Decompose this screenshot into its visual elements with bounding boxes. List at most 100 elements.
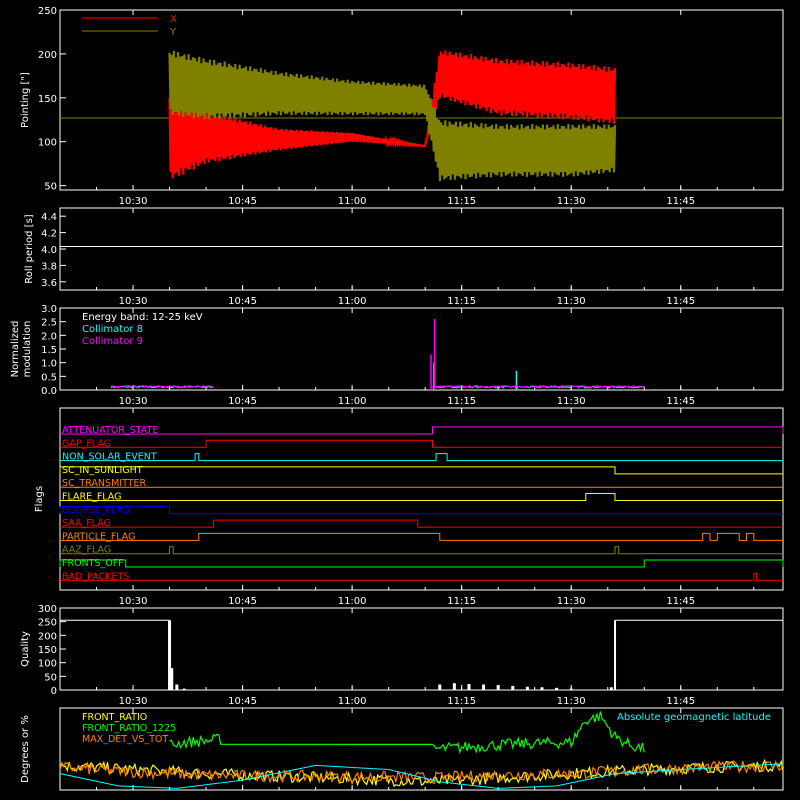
ratios-series-2 bbox=[59, 759, 784, 785]
pointing-series-x bbox=[168, 50, 617, 179]
roll-y-tick-label: 4.0 bbox=[41, 245, 57, 256]
pointing-y-label: Pointing ["] bbox=[20, 72, 31, 128]
ratios-series-1 bbox=[169, 711, 645, 755]
roll-x-tick-label: 11:45 bbox=[666, 296, 695, 307]
pointing-legend-label: X bbox=[170, 14, 177, 25]
ratios-frame bbox=[59, 707, 784, 791]
pointing-x-tick-label: 11:30 bbox=[557, 196, 586, 207]
quality-x-tick-label: 10:30 bbox=[119, 696, 148, 707]
quality-x-tick-label: 11:15 bbox=[447, 696, 476, 707]
flag-label-particle-flag: PARTICLE_FLAG bbox=[62, 531, 135, 542]
flags-x-tick-label: 11:00 bbox=[338, 596, 367, 607]
ratios-y-label: Degrees or % bbox=[20, 715, 31, 783]
flag-label-sc-in-sunlight: SC_IN_SUNLIGHT bbox=[62, 465, 143, 476]
modulation-series-1-segment bbox=[110, 385, 214, 388]
roll-x-tick-label: 10:45 bbox=[228, 296, 257, 307]
modulation-y-tick-label: 0.5 bbox=[41, 372, 57, 383]
flag-trace-gap-flag bbox=[60, 439, 783, 448]
quality-y-tick-label: 150 bbox=[38, 645, 57, 656]
roll-x-tick-label: 11:00 bbox=[338, 296, 367, 307]
modulation-x-tick-label: 10:30 bbox=[119, 396, 148, 407]
quality-y-tick-label: 50 bbox=[44, 672, 57, 683]
flag-label-aaz-flag: AAZ_FLAG bbox=[62, 545, 111, 556]
flag-label-saa-flag: SAA_FLAG bbox=[62, 518, 111, 529]
modulation-x-tick-label: 10:45 bbox=[228, 396, 257, 407]
pointing-frame bbox=[59, 9, 784, 191]
modulation-x-tick-label: 11:15 bbox=[447, 396, 476, 407]
ratios-series-3 bbox=[59, 763, 784, 789]
modulation-x-tick-label: 11:45 bbox=[666, 396, 695, 407]
pointing-y-tick-label: 150 bbox=[38, 94, 57, 105]
flag-label-gap-flag: GAP_FLAG bbox=[62, 438, 111, 449]
roll-frame bbox=[59, 207, 784, 291]
quality-y-tick-label: 200 bbox=[38, 631, 57, 642]
modulation-y-tick-label: 2.0 bbox=[41, 331, 57, 342]
roll-y-tick-label: 4.2 bbox=[41, 229, 57, 240]
quality-y-tick-label: 100 bbox=[38, 659, 57, 670]
pointing-y-tick-label: 200 bbox=[38, 50, 57, 61]
flags-x-tick-label: 10:45 bbox=[228, 596, 257, 607]
flag-trace-saa-flag bbox=[60, 519, 783, 528]
roll-x-tick-label: 10:30 bbox=[119, 296, 148, 307]
roll-y-tick-label: 4.4 bbox=[41, 212, 57, 223]
roll-x-tick-label: 11:30 bbox=[557, 296, 586, 307]
modulation-legend-title: Energy band: 12-25 keV bbox=[82, 312, 203, 323]
modulation-series-0-segment bbox=[110, 385, 214, 389]
quality-y-label: Quality bbox=[20, 631, 31, 667]
modulation-x-tick-label: 11:30 bbox=[557, 396, 586, 407]
quality-x-tick-label: 10:45 bbox=[228, 696, 257, 707]
ratios-legend-label: MAX_DET_VS_TOT bbox=[82, 734, 168, 745]
modulation-legend-label: Collimator 8 bbox=[82, 324, 143, 335]
pointing-y-tick-label: 250 bbox=[38, 6, 57, 17]
flag-label-sc-transmitter: SC_TRANSMITTER bbox=[62, 478, 147, 489]
modulation-y-label-line1: Normalized bbox=[10, 321, 21, 378]
flag-label-fronts-off: FRONTS_OFF bbox=[62, 558, 124, 569]
modulation-y-label-line2: modulation bbox=[22, 321, 33, 378]
pointing-series-y bbox=[168, 50, 617, 182]
flags-x-tick-label: 10:30 bbox=[119, 596, 148, 607]
flag-trace-sc-in-sunlight bbox=[59, 466, 783, 475]
pointing-legend-label: Y bbox=[169, 27, 177, 38]
modulation-y-tick-label: 3.0 bbox=[41, 304, 57, 315]
roll-y-label: Roll period [s] bbox=[24, 214, 35, 283]
flag-label-bad-packets: BAD_PACKETS bbox=[62, 571, 129, 582]
pointing-x-tick-label: 11:00 bbox=[338, 196, 367, 207]
modulation-y-tick-label: 1.5 bbox=[41, 345, 57, 356]
pointing-y-tick-label: 100 bbox=[38, 138, 57, 149]
quality-x-tick-label: 11:30 bbox=[557, 696, 586, 707]
flag-label-non-solar-event: NON_SOLAR_EVENT bbox=[62, 452, 157, 463]
pointing-x-tick-label: 11:15 bbox=[447, 196, 476, 207]
modulation-legend-label: Collimator 9 bbox=[82, 336, 143, 347]
quality-x-tick-label: 11:00 bbox=[338, 696, 367, 707]
quality-y-tick-label: 300 bbox=[38, 604, 57, 615]
ratios-legend-label: FRONT_RATIO_1225 bbox=[82, 723, 176, 734]
flags-x-tick-label: 11:45 bbox=[666, 596, 695, 607]
flag-trace-aaz-flag bbox=[60, 546, 783, 555]
modulation-y-tick-label: 1.0 bbox=[41, 359, 57, 370]
flag-label-flare-flag: FLARE_FLAG bbox=[62, 492, 122, 503]
quality-y-tick-label: 0 bbox=[51, 686, 57, 697]
ratios-legend-label: FRONT_RATIO bbox=[82, 712, 147, 723]
quality-y-tick-label: 250 bbox=[38, 618, 57, 629]
flag-label-eclipse-flag: ECLIPSE_FLAG bbox=[62, 505, 130, 516]
flag-trace-non-solar-event bbox=[60, 453, 783, 462]
pointing-x-tick-label: 10:30 bbox=[119, 196, 148, 207]
flags-y-label: Flags bbox=[34, 486, 45, 512]
flags-x-tick-label: 11:30 bbox=[557, 596, 586, 607]
flag-trace-bad-packets bbox=[60, 572, 783, 581]
roll-x-tick-label: 11:15 bbox=[447, 296, 476, 307]
flags-x-tick-label: 11:15 bbox=[447, 596, 476, 607]
pointing-x-tick-label: 11:45 bbox=[666, 196, 695, 207]
flag-trace-fronts-off bbox=[59, 559, 784, 568]
pointing-x-tick-label: 10:45 bbox=[228, 196, 257, 207]
quality-x-tick-label: 11:45 bbox=[666, 696, 695, 707]
roll-y-tick-label: 3.8 bbox=[41, 261, 57, 272]
flag-trace-attenuator-state bbox=[60, 426, 784, 435]
roll-y-tick-label: 3.6 bbox=[41, 278, 57, 289]
flag-label-attenuator-state: ATTENUATOR_STATE bbox=[62, 425, 158, 436]
modulation-y-tick-label: 0.0 bbox=[41, 386, 57, 397]
flag-trace-flare-flag bbox=[60, 493, 783, 501]
flags-frame bbox=[59, 407, 784, 591]
pointing-y-tick-label: 50 bbox=[44, 182, 57, 193]
